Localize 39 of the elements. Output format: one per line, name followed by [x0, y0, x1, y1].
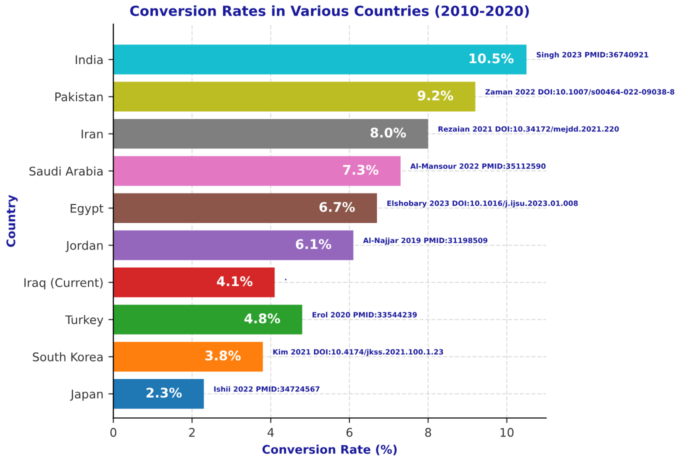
- bar: [113, 82, 476, 112]
- y-tick-label: Jordan: [65, 240, 103, 252]
- chart-title: Conversion Rates in Various Countries (2010-2020): [130, 5, 529, 18]
- bar: [113, 268, 275, 298]
- bar: [113, 342, 263, 372]
- bar: [113, 304, 302, 334]
- data-label: 7.3%: [343, 164, 378, 175]
- y-tick-label: Turkey: [65, 315, 104, 326]
- bar: [113, 193, 377, 223]
- x-tick-label: 8: [425, 428, 432, 437]
- data-label: 4.8%: [244, 313, 280, 324]
- y-tick-label: Japan: [70, 390, 103, 401]
- x-tick-label: 10: [500, 428, 514, 437]
- x-tick-label: 2: [189, 428, 195, 437]
- y-tick-label: Egypt: [70, 204, 104, 216]
- y-tick-label: South Korea: [32, 352, 103, 362]
- data-label: 9.2%: [418, 90, 454, 100]
- y-tick-label: Iraq (Current): [24, 278, 103, 290]
- y-tick-label: India: [76, 55, 103, 64]
- bar: [113, 118, 428, 149]
- x-axis-title: Conversion Rate (%): [262, 444, 397, 456]
- data-label: 10.5%: [470, 53, 514, 64]
- bar: [113, 378, 204, 409]
- bar: [113, 230, 354, 260]
- x-tick-label: 4: [268, 428, 274, 437]
- y-tick-label: Pakistan: [55, 92, 103, 102]
- x-tick-label: 6: [346, 428, 352, 437]
- bar: [113, 44, 526, 74]
- y-tick-label: Iran: [82, 130, 103, 138]
- y-tick-label: Saudi Arabia: [30, 166, 103, 176]
- data-label: 6.7%: [319, 202, 355, 212]
- bar: [113, 156, 401, 186]
- y-axis-title: Country: [6, 194, 18, 247]
- data-label: 3.8%: [205, 350, 241, 361]
- data-label: 4.1%: [216, 276, 253, 286]
- data-label: 6.1%: [296, 239, 332, 250]
- data-label: 8.0%: [370, 128, 406, 138]
- x-tick-label: 0: [110, 428, 116, 437]
- data-label: 2.3%: [146, 388, 182, 398]
